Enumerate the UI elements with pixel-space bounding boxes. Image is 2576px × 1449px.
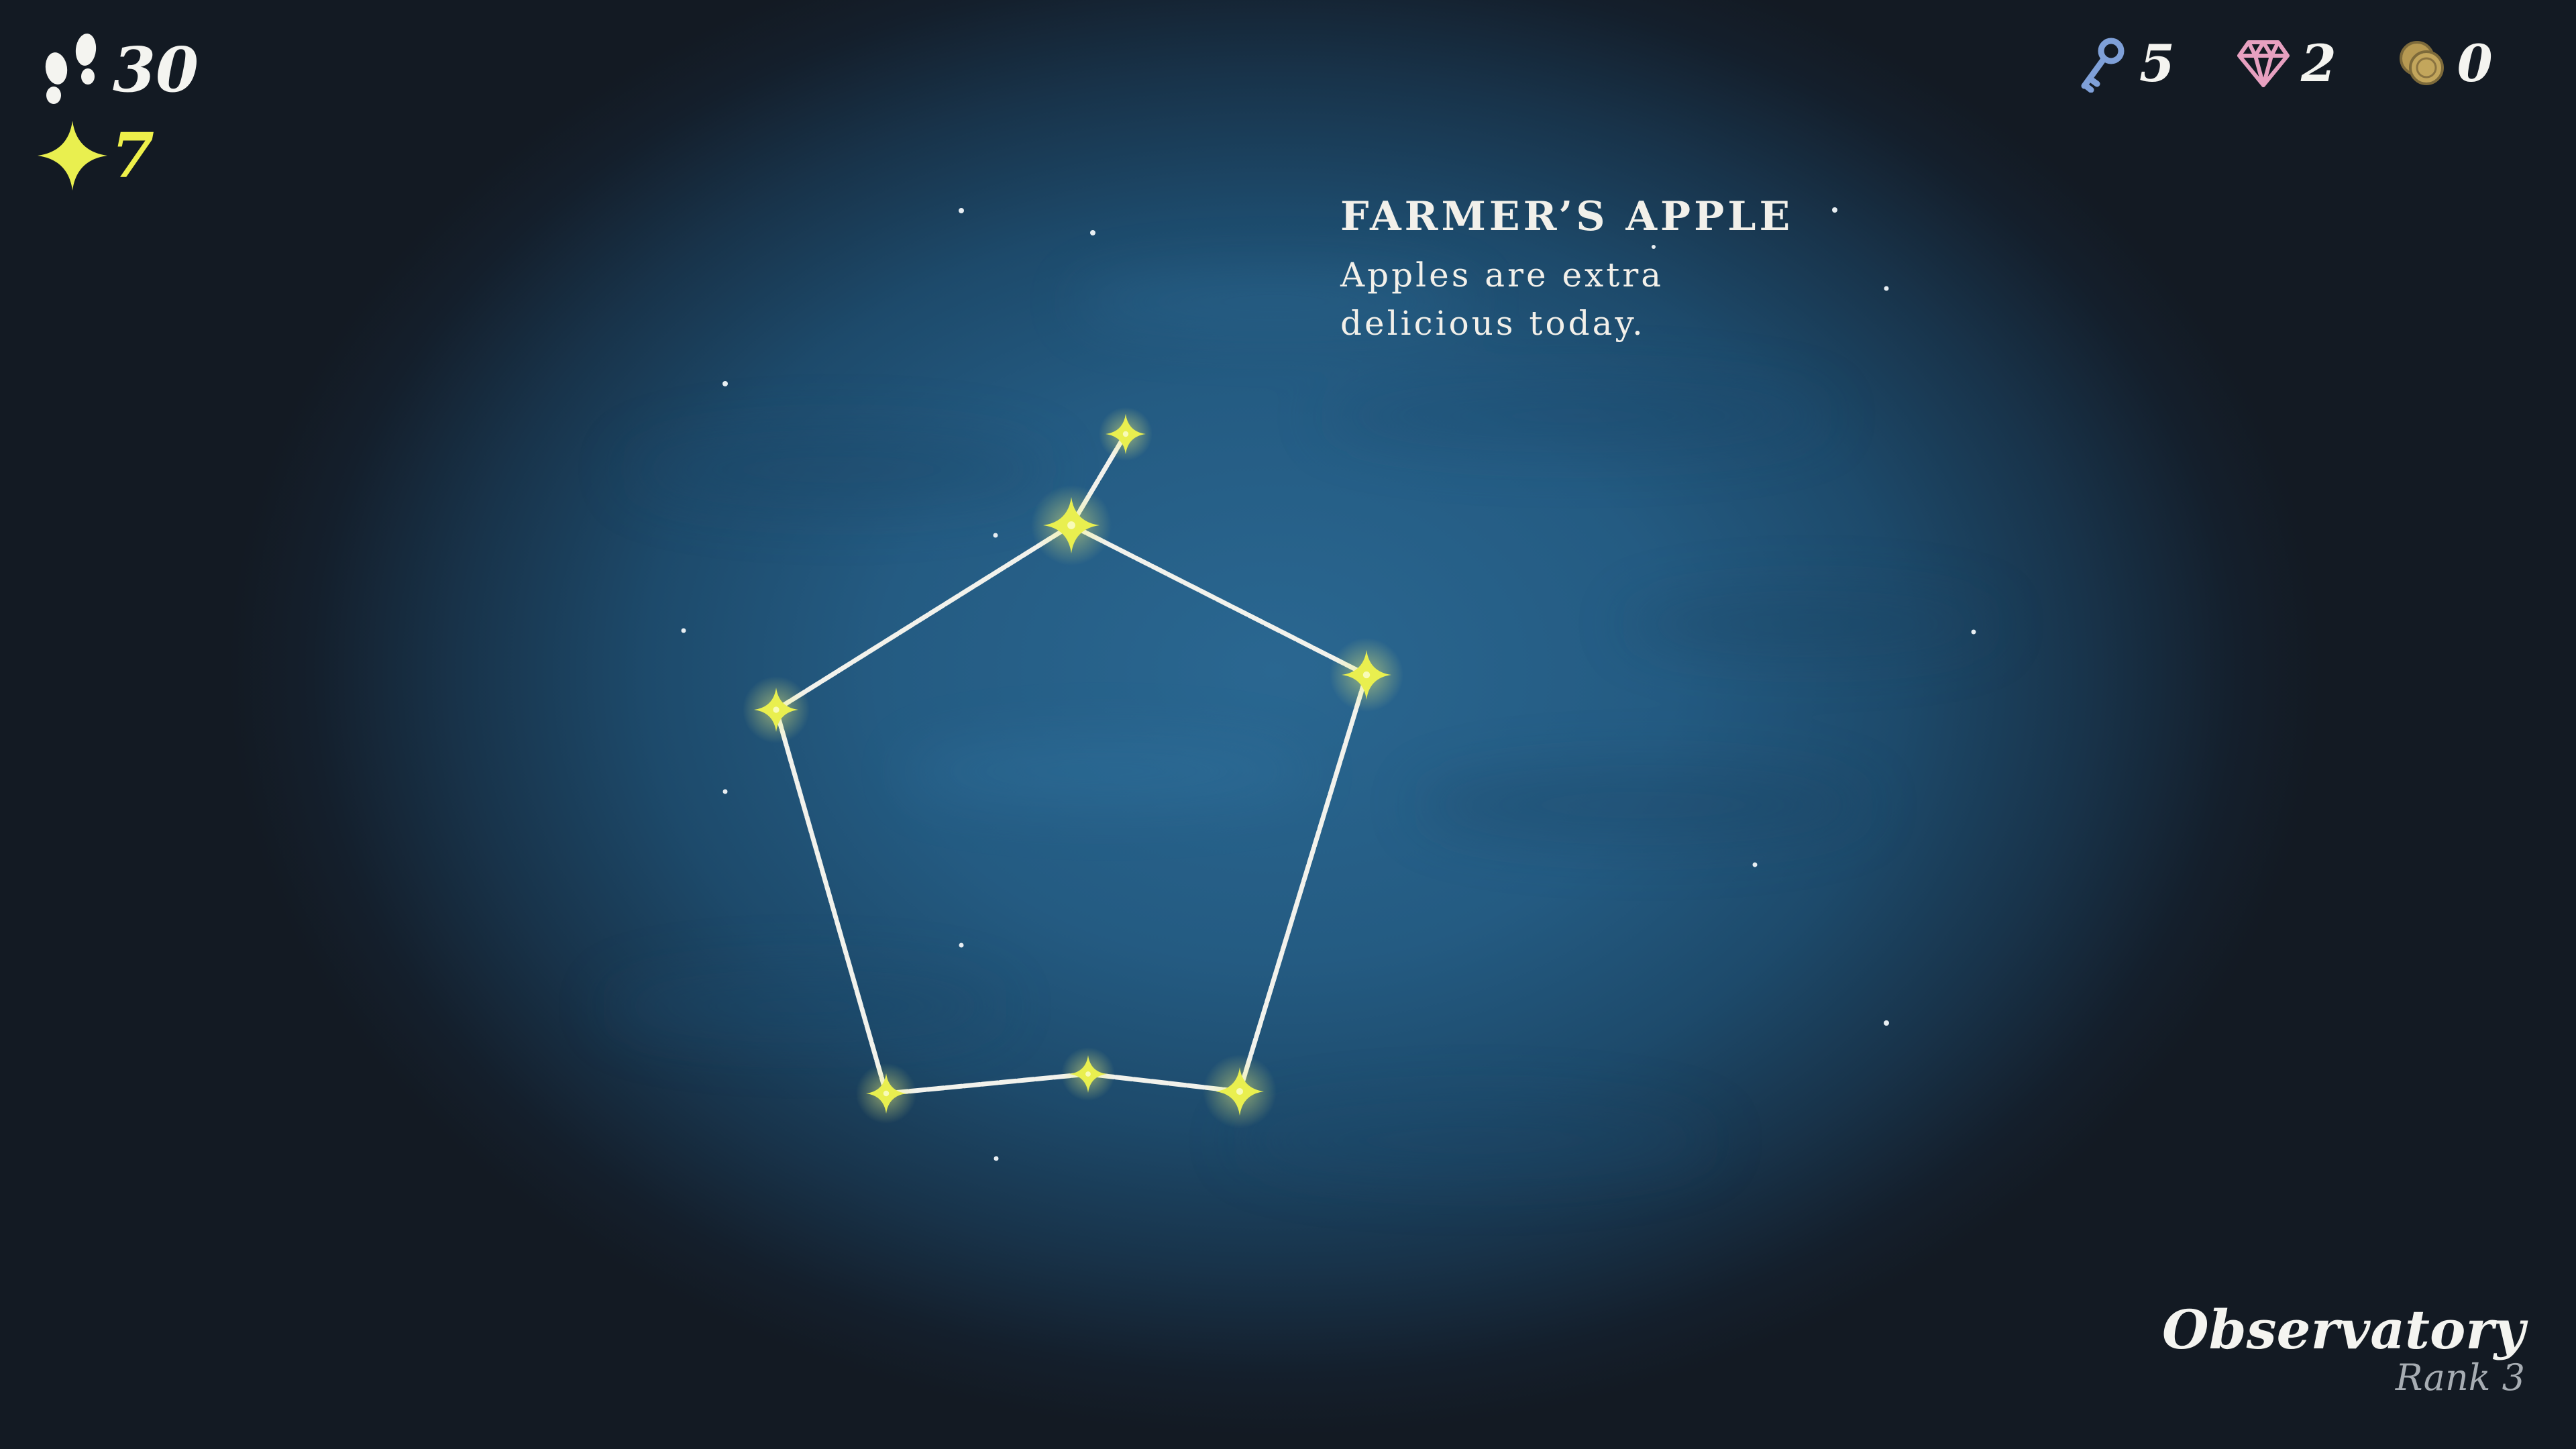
constellation-line [773, 707, 889, 1096]
coins-icon [2399, 41, 2444, 85]
star-node [1061, 1047, 1115, 1101]
constellation-line [883, 1071, 1091, 1096]
coins-value: 0 [2457, 34, 2493, 93]
sparkle-star-icon [38, 121, 107, 191]
steps-value: 30 [113, 34, 199, 106]
constellation-stars [743, 407, 1403, 1128]
star-node [743, 676, 810, 743]
footprints-icon [45, 34, 97, 104]
constellation-description-line-2: delicious today. [1340, 304, 1646, 343]
star-node [1099, 407, 1152, 461]
constellation-info: FARMER’S APPLE Apples are extra deliciou… [1340, 195, 1793, 347]
constellation-description-line-1: Apples are extra [1340, 256, 1664, 294]
location-rank: Rank 3 [2395, 1356, 2525, 1399]
star-node [856, 1063, 916, 1124]
resources-bar: 5 2 0 [2076, 35, 2493, 93]
location-name: Observatory [2162, 1298, 2525, 1361]
gems-counter: 2 [2235, 38, 2337, 89]
gems-value: 2 [2300, 34, 2337, 93]
steps-counter: 30 [38, 30, 199, 110]
constellation-title: FARMER’S APPLE [1340, 193, 1794, 240]
star-node [1203, 1055, 1277, 1128]
star-node [1031, 485, 1112, 566]
stars-counter: 7 [38, 121, 154, 191]
constellation-line [1069, 523, 1369, 678]
star-node [1330, 638, 1403, 712]
gem-icon [2237, 40, 2290, 87]
location-label: Observatory Rank 3 [2162, 1301, 2525, 1397]
stars-value: 7 [111, 119, 155, 192]
constellation-lines [773, 431, 1369, 1096]
key-icon [2081, 38, 2125, 93]
keys-counter: 5 [2076, 35, 2175, 93]
keys-value: 5 [2139, 34, 2175, 93]
coins-counter: 0 [2397, 38, 2493, 89]
constellation-line [773, 523, 1074, 712]
constellation-line [1237, 672, 1369, 1094]
